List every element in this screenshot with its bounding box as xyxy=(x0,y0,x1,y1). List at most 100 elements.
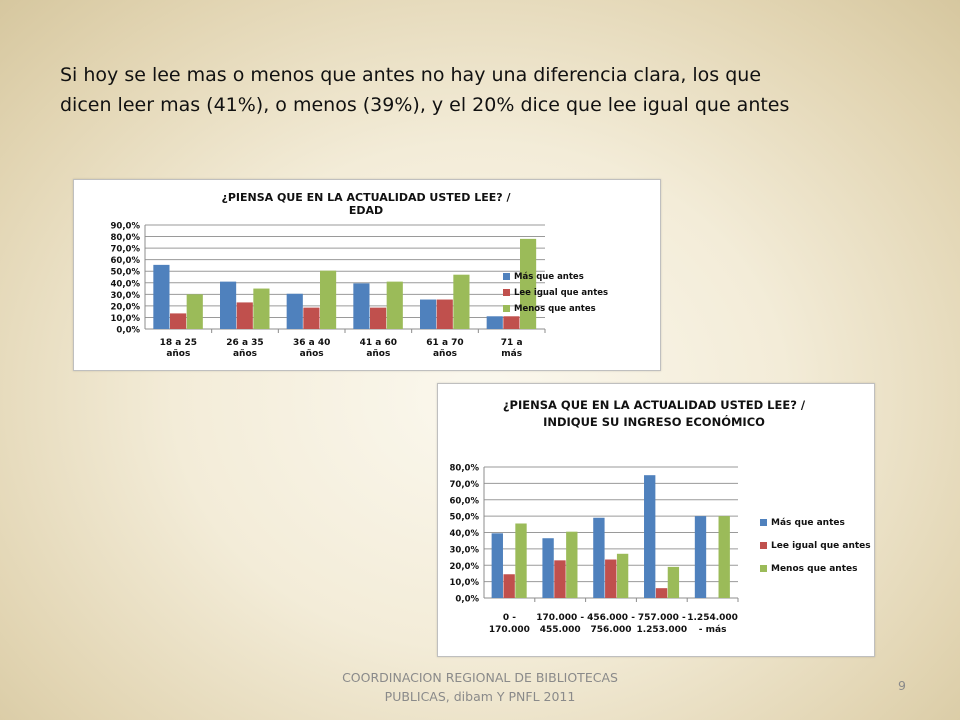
x-tick-label: 71 a xyxy=(501,338,523,348)
x-tick-label: 41 a 60 xyxy=(360,338,397,348)
bar xyxy=(220,281,237,329)
bar xyxy=(186,294,203,329)
y-tick-label: 0,0% xyxy=(455,595,479,605)
footer-line: PUBLICAS, dibam Y PNFL 2011 xyxy=(384,689,576,704)
bar xyxy=(303,307,320,329)
x-tick-label: 1.253.000 xyxy=(636,625,687,635)
x-tick-label: 756.000 xyxy=(591,625,632,635)
x-tick-label: 61 a 70 xyxy=(426,338,463,348)
bar xyxy=(542,538,554,598)
bar xyxy=(655,588,668,598)
bar xyxy=(420,299,437,329)
bar xyxy=(520,238,537,329)
slide-heading: Si hoy se lee mas o menos que antes no h… xyxy=(60,60,900,120)
y-tick-label: 50,0% xyxy=(111,268,141,278)
bar xyxy=(370,307,387,329)
x-tick-label: años xyxy=(433,349,457,359)
bar xyxy=(644,475,656,598)
y-tick-label: 30,0% xyxy=(111,291,141,301)
y-tick-label: 90,0% xyxy=(111,222,141,232)
chart-title: INDIQUE SU INGRESO ECONÓMICO xyxy=(543,414,765,429)
x-tick-label: 0 - xyxy=(503,613,516,623)
y-tick-label: 60,0% xyxy=(111,256,141,266)
y-tick-label: 80,0% xyxy=(450,464,480,474)
x-tick-label: años xyxy=(300,349,324,359)
bar xyxy=(503,574,515,598)
x-tick-label: 18 a 25 xyxy=(160,338,197,348)
legend-swatch xyxy=(503,273,510,280)
bar xyxy=(353,283,370,329)
legend-swatch xyxy=(760,519,767,526)
bar xyxy=(593,517,605,598)
y-tick-label: 20,0% xyxy=(450,562,480,572)
x-tick-label: 1.254.000 xyxy=(687,613,738,623)
heading-line: dicen leer mas (41%), o menos (39%), y e… xyxy=(60,94,790,116)
bar xyxy=(491,533,503,598)
legend-label: Lee igual que antes xyxy=(514,288,608,298)
x-tick-label: 170.000 xyxy=(489,625,530,635)
bar xyxy=(503,316,520,329)
x-tick-label: 170.000 - xyxy=(536,613,584,623)
y-tick-label: 70,0% xyxy=(450,480,480,490)
bar xyxy=(436,299,453,329)
bar xyxy=(515,523,527,598)
footer-line: COORDINACION REGIONAL DE BIBLIOTECAS xyxy=(342,670,618,685)
legend-label: Más que antes xyxy=(771,518,845,528)
y-tick-label: 60,0% xyxy=(450,496,480,506)
footer-credit: COORDINACION REGIONAL DE BIBLIOTECAS PUB… xyxy=(300,668,660,706)
x-tick-label: - más xyxy=(699,625,727,635)
y-tick-label: 80,0% xyxy=(111,233,141,243)
y-tick-label: 40,0% xyxy=(111,279,141,289)
x-tick-label: años xyxy=(366,349,390,359)
bar xyxy=(486,316,503,329)
chart-title: ¿PIENSA QUE EN LA ACTUALIDAD USTED LEE? … xyxy=(503,398,806,412)
x-tick-label: años xyxy=(166,349,190,359)
y-tick-label: 40,0% xyxy=(450,529,480,539)
y-tick-label: 70,0% xyxy=(111,245,141,255)
chart-ingreso-svg: ¿PIENSA QUE EN LA ACTUALIDAD USTED LEE? … xyxy=(450,398,871,635)
bar xyxy=(616,553,629,598)
bar xyxy=(320,270,337,329)
chart-ingreso: ¿PIENSA QUE EN LA ACTUALIDAD USTED LEE? … xyxy=(437,383,875,657)
y-tick-label: 0,0% xyxy=(116,326,140,336)
bar xyxy=(718,516,730,598)
chart-title: EDAD xyxy=(349,204,383,217)
chart-title: ¿PIENSA QUE EN LA ACTUALIDAD USTED LEE? … xyxy=(221,191,511,204)
legend-label: Más que antes xyxy=(514,272,584,282)
chart-edad-svg: ¿PIENSA QUE EN LA ACTUALIDAD USTED LEE? … xyxy=(111,191,609,359)
heading-line: Si hoy se lee mas o menos que antes no h… xyxy=(60,64,762,86)
x-tick-label: 455.000 xyxy=(540,625,581,635)
bar xyxy=(170,313,187,329)
bar xyxy=(667,566,680,598)
legend-swatch xyxy=(503,289,510,296)
legend-label: Menos que antes xyxy=(771,564,857,574)
x-tick-label: más xyxy=(501,349,522,359)
y-tick-label: 30,0% xyxy=(450,545,480,555)
bar xyxy=(236,302,253,329)
legend-label: Lee igual que antes xyxy=(771,541,871,551)
bar xyxy=(605,559,617,598)
y-tick-label: 50,0% xyxy=(450,513,480,523)
legend-swatch xyxy=(503,305,510,312)
chart-edad: ¿PIENSA QUE EN LA ACTUALIDAD USTED LEE? … xyxy=(73,179,661,371)
x-tick-label: 757.000 - xyxy=(638,613,686,623)
bar xyxy=(386,281,403,329)
bar xyxy=(566,531,578,598)
x-tick-label: años xyxy=(233,349,257,359)
bar xyxy=(153,264,170,329)
bar xyxy=(253,288,270,329)
bar xyxy=(554,560,566,598)
bar xyxy=(286,293,303,329)
bar xyxy=(453,274,470,329)
y-tick-label: 10,0% xyxy=(111,314,141,324)
legend-swatch xyxy=(760,542,767,549)
x-tick-label: 36 a 40 xyxy=(293,338,330,348)
x-tick-label: 456.000 - xyxy=(587,613,635,623)
y-tick-label: 20,0% xyxy=(111,302,141,312)
bar xyxy=(694,516,707,598)
page-number: 9 xyxy=(898,678,906,693)
y-tick-label: 10,0% xyxy=(450,578,480,588)
legend-swatch xyxy=(760,565,767,572)
legend-label: Menos que antes xyxy=(514,304,596,314)
x-tick-label: 26 a 35 xyxy=(226,338,263,348)
